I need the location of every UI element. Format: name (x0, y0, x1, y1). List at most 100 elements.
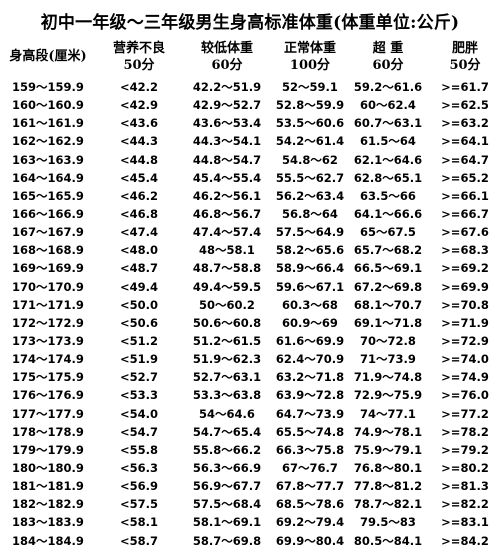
overweight-cell: 59.2～61.6 (353, 80, 423, 94)
low-weight-cell: 51.2～61.5 (192, 333, 262, 348)
table-header: 身高段(厘米) 营养不良 50分 较低体重 60分 正常体重 100分 超 重 … (0, 40, 500, 74)
table-row: 173～173.9 <51.2 51.2～61.5 61.6～69.9 70～72.8 >… (0, 332, 500, 350)
malnutrition-cell: <47.4 (119, 225, 158, 240)
height-range-cell: 172～172.9 (12, 315, 84, 330)
overweight-cell: 80.5～84.1 (353, 533, 423, 548)
obese-cell: >=62.5 (441, 98, 489, 113)
header-col-score: 50分 (449, 58, 481, 73)
header-col-score: 60分 (372, 58, 404, 73)
normal-weight-cell: 67～76.7 (282, 460, 338, 475)
height-range-cell: 171～171.9 (12, 297, 84, 312)
header-normal-weight: 正常体重 100分 (274, 40, 346, 74)
malnutrition-cell: <45.4 (119, 170, 158, 185)
table-row: 168～168.9 <48.0 48～58.1 58.2～65.6 65.7～68.2 >… (0, 241, 500, 259)
low-weight-cell: 44.8～54.7 (192, 152, 262, 167)
table-row: 180～180.9 <56.3 56.3～66.9 67～76.7 76.8～80.1 >… (0, 459, 500, 477)
obese-cell: >=64.1 (441, 134, 489, 149)
malnutrition-cell: <42.2 (119, 80, 158, 94)
overweight-cell: 78.7～82.1 (353, 497, 423, 512)
table-row: 184～184.9 <58.7 58.7～69.8 69.9～80.4 80.5～84.… (0, 532, 500, 550)
malnutrition-cell: <58.7 (119, 533, 158, 548)
overweight-cell: 60～62.4 (360, 98, 416, 113)
obese-cell: >=78.2 (441, 424, 489, 439)
header-col-name: 超 重 (372, 41, 404, 56)
normal-weight-cell: 56.2～63.4 (275, 188, 345, 203)
malnutrition-cell: <50.0 (119, 297, 158, 312)
table-row: 165～165.9 <46.2 46.2～56.1 56.2～63.4 63.5～66 >… (0, 187, 500, 205)
table-row: 183～183.9 <58.1 58.1～69.1 69.2～79.4 79.5～83 >… (0, 513, 500, 531)
overweight-cell: 76.8～80.1 (353, 460, 423, 475)
obese-cell: >=61.7 (441, 80, 489, 94)
header-height-range: 身高段(厘米) (9, 49, 87, 64)
table-row: 179～179.9 <55.8 55.8～66.2 66.3～75.8 75.9～79.… (0, 441, 500, 459)
height-range-cell: 168～168.9 (12, 243, 84, 258)
normal-weight-cell: 59.6～67.1 (275, 279, 345, 294)
normal-weight-cell: 68.5～78.6 (275, 497, 345, 512)
overweight-cell: 79.5～83 (360, 515, 416, 530)
header-malnutrition: 营养不良 50分 (98, 40, 180, 74)
malnutrition-cell: <54.0 (119, 406, 158, 421)
obese-cell: >=81.3 (441, 479, 489, 494)
height-range-cell: 183～183.9 (12, 515, 84, 530)
header-col-name: 正常体重 (283, 41, 336, 56)
overweight-cell: 66.5～69.1 (353, 261, 423, 276)
height-range-cell: 160～160.9 (12, 98, 84, 113)
obese-cell: >=71.9 (441, 315, 489, 330)
normal-weight-cell: 57.5～64.9 (275, 225, 345, 240)
table-row: 182～182.9 <57.5 57.5～68.4 68.5～78.6 78.7～82.… (0, 495, 500, 513)
overweight-cell: 74.9～78.1 (353, 424, 423, 439)
low-weight-cell: 50～60.2 (199, 297, 255, 312)
height-range-cell: 169～169.9 (12, 261, 84, 276)
obese-cell: >=84.2 (441, 533, 489, 548)
obese-cell: >=70.8 (441, 297, 489, 312)
overweight-cell: 67.2～69.8 (353, 279, 423, 294)
obese-cell: >=66.7 (441, 206, 489, 221)
table-row: 178～178.9 <54.7 54.7～65.4 65.5～74.8 74.9～78.… (0, 423, 500, 441)
low-weight-cell: 58.1～69.1 (192, 515, 262, 530)
low-weight-cell: 56.3～66.9 (192, 460, 262, 475)
table-row: 174～174.9 <51.9 51.9～62.3 62.4～70.9 71～73.9 >… (0, 350, 500, 368)
overweight-cell: 72.9～75.9 (353, 388, 423, 403)
overweight-cell: 74～77.1 (360, 406, 416, 421)
header-col-name: 肥胖 (451, 41, 478, 56)
low-weight-cell: 42.2～51.9 (192, 80, 262, 94)
height-range-cell: 179～179.9 (12, 442, 84, 457)
low-weight-cell: 46.2～56.1 (192, 188, 262, 203)
malnutrition-cell: <42.9 (119, 98, 158, 113)
height-range-cell: 181～181.9 (12, 479, 84, 494)
low-weight-cell: 43.6～53.4 (192, 116, 262, 131)
normal-weight-cell: 66.3～75.8 (275, 442, 345, 457)
malnutrition-cell: <50.6 (119, 315, 158, 330)
low-weight-cell: 55.8～66.2 (192, 442, 262, 457)
malnutrition-cell: <49.4 (119, 279, 158, 294)
overweight-cell: 62.8～65.1 (353, 170, 423, 185)
table-row: 160～160.9 <42.9 42.9～52.7 52.8～59.9 60～62.4 >… (0, 96, 500, 114)
header-col-score: 50分 (123, 58, 155, 73)
height-range-cell: 173～173.9 (12, 333, 84, 348)
table-row: 176～176.9 <53.3 53.3～63.8 63.9～72.8 72.9～75.… (0, 386, 500, 404)
overweight-cell: 62.1～64.6 (353, 152, 423, 167)
height-range-cell: 166～166.9 (12, 206, 84, 221)
table-row: 172～172.9 <50.6 50.6～60.8 60.9～69 69.1～71.8 >… (0, 314, 500, 332)
low-weight-cell: 56.9～67.7 (192, 479, 262, 494)
overweight-cell: 65～67.5 (360, 225, 416, 240)
normal-weight-cell: 55.5～62.7 (275, 170, 345, 185)
obese-cell: >=69.2 (441, 261, 489, 276)
malnutrition-cell: <57.5 (119, 497, 158, 512)
overweight-cell: 64.1～66.6 (353, 206, 423, 221)
low-weight-cell: 44.3～54.1 (192, 134, 262, 149)
normal-weight-cell: 60.9～69 (282, 315, 338, 330)
height-range-cell: 174～174.9 (12, 352, 84, 367)
height-range-cell: 165～165.9 (12, 188, 84, 203)
low-weight-cell: 54～64.6 (199, 406, 255, 421)
malnutrition-cell: <56.9 (119, 479, 158, 494)
low-weight-cell: 42.9～52.7 (192, 98, 262, 113)
low-weight-cell: 48～58.1 (199, 243, 255, 258)
header-obese: 肥胖 50分 (430, 40, 500, 74)
overweight-cell: 60.7～63.1 (353, 116, 423, 131)
overweight-cell: 68.1～70.7 (353, 297, 423, 312)
malnutrition-cell: <58.1 (119, 515, 158, 530)
obese-cell: >=74.9 (441, 370, 489, 385)
table-row: 167～167.9 <47.4 47.4～57.4 57.5～64.9 65～67.5 >… (0, 223, 500, 241)
normal-weight-cell: 69.9～80.4 (275, 533, 345, 548)
